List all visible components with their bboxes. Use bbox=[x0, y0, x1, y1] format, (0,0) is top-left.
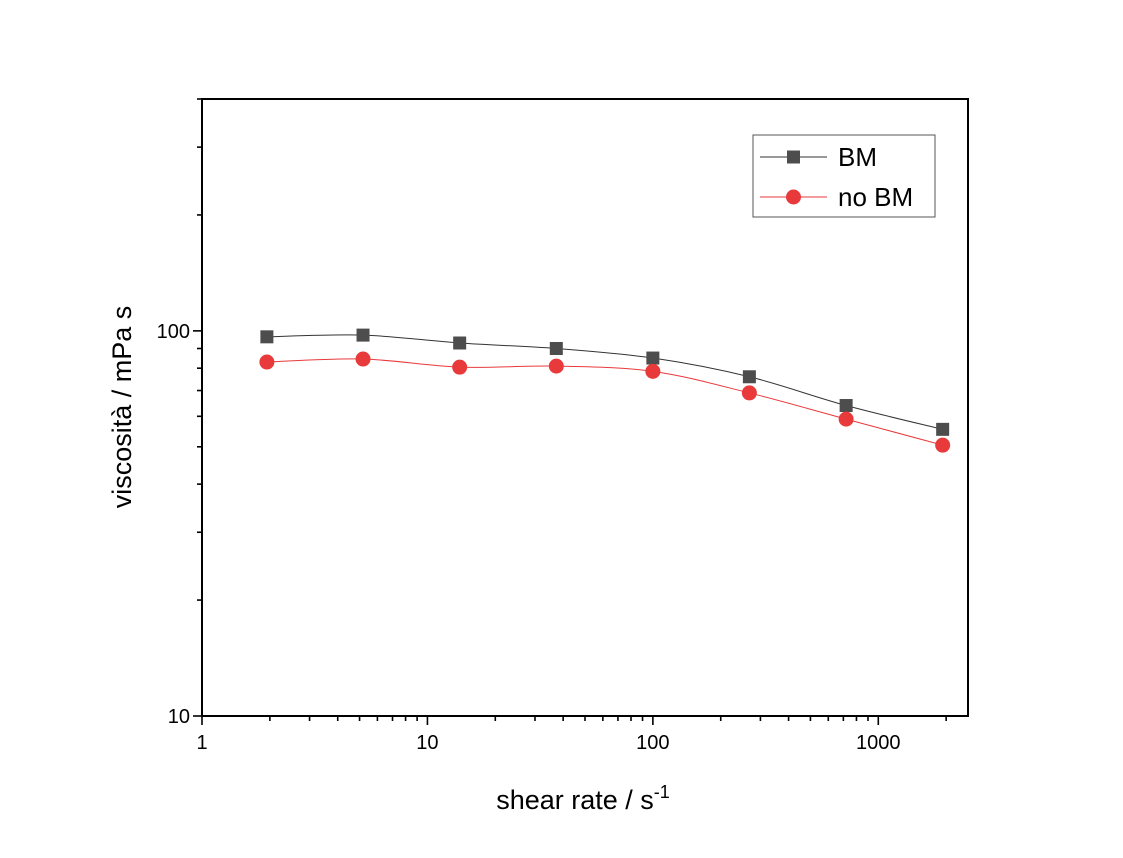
data-series bbox=[259, 328, 951, 453]
data-point-no-bm bbox=[935, 437, 951, 453]
data-point-bm bbox=[549, 341, 563, 355]
data-point-bm bbox=[356, 328, 370, 342]
y-tick-label: 10 bbox=[168, 706, 190, 728]
series-line-no-bm bbox=[266, 358, 943, 446]
data-point-no-bm bbox=[259, 354, 275, 370]
legend-marker-no-bm bbox=[786, 189, 801, 205]
data-point-no-bm bbox=[548, 358, 564, 374]
data-point-bm bbox=[742, 370, 756, 384]
data-point-no-bm bbox=[741, 385, 757, 401]
data-point-no-bm bbox=[355, 351, 371, 367]
x-tick-label: 1000 bbox=[856, 732, 901, 754]
x-axis-title: shear rate / s-1 bbox=[496, 782, 670, 815]
data-point-bm bbox=[453, 336, 467, 350]
data-point-no-bm bbox=[452, 359, 468, 375]
y-axis-title: viscosità / mPa s bbox=[107, 306, 137, 509]
y-tick-label: 100 bbox=[157, 321, 190, 343]
plot-frame bbox=[201, 98, 969, 717]
legend-label-no-bm: no BM bbox=[838, 182, 913, 212]
x-axis-title-text: shear rate / s bbox=[496, 785, 654, 815]
x-tick-label: 10 bbox=[416, 732, 438, 754]
data-point-bm bbox=[839, 399, 853, 413]
legend-label-bm: BM bbox=[838, 142, 877, 172]
legend-marker-bm bbox=[787, 150, 800, 164]
data-point-no-bm bbox=[645, 363, 661, 379]
x-axis-title-superscript: -1 bbox=[654, 782, 670, 802]
x-tick-label: 100 bbox=[636, 732, 669, 754]
data-point-bm bbox=[936, 422, 950, 436]
data-point-bm bbox=[646, 351, 660, 365]
data-point-no-bm bbox=[838, 411, 854, 427]
data-point-bm bbox=[260, 330, 274, 344]
series-line-bm bbox=[266, 334, 943, 430]
legend-box bbox=[752, 134, 936, 218]
x-tick-label: 1 bbox=[196, 732, 207, 754]
legend: BM no BM bbox=[752, 134, 936, 218]
